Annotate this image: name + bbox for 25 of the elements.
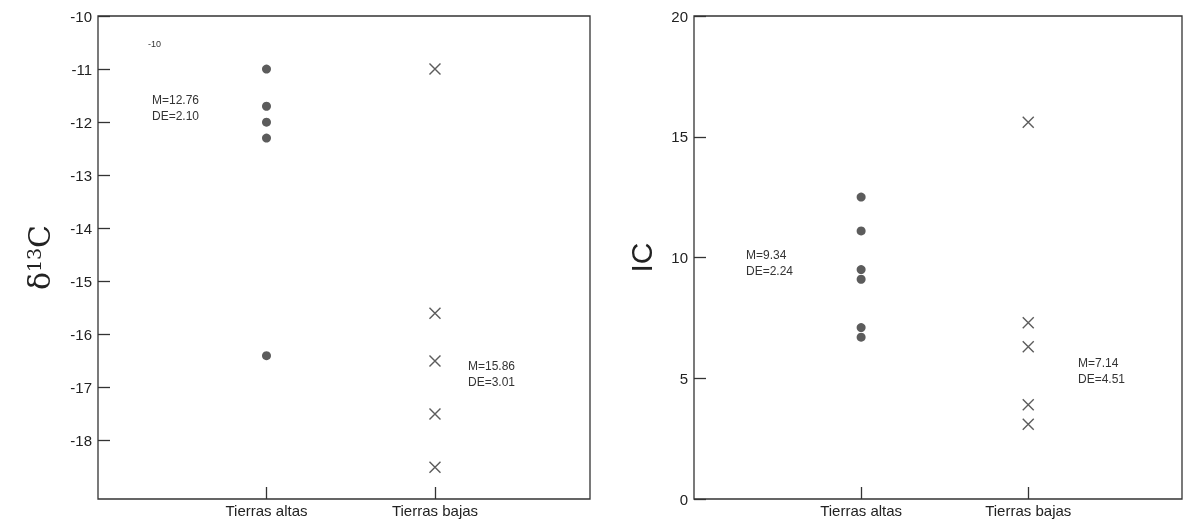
annotation: M=9.34 DE=2.24 bbox=[746, 248, 794, 279]
y-tick-label: 0 bbox=[679, 490, 688, 508]
x-tick-label: Tierras bajas bbox=[985, 502, 1072, 519]
y-tick-label: -13 bbox=[70, 166, 92, 184]
y-tick-label: 10 bbox=[671, 249, 688, 266]
x-tick-label: Tierras bajas bbox=[391, 502, 479, 519]
x-tick-label: Tierras altas bbox=[820, 502, 903, 519]
y-tick-label: -14 bbox=[70, 219, 92, 237]
y-tick-label: 15 bbox=[671, 128, 688, 146]
y-tick-label: -11 bbox=[71, 60, 92, 78]
y-axis-title: δ13C bbox=[21, 224, 57, 291]
y-tick-label: -18 bbox=[70, 432, 92, 450]
y-tick-label: -17 bbox=[70, 379, 92, 397]
y-tick-label: 20 bbox=[671, 7, 688, 25]
y-tick-label: 5 bbox=[679, 369, 688, 387]
y-axis-title: IC bbox=[624, 242, 658, 273]
annotation: M=12.76 DE=2.10 bbox=[152, 93, 200, 124]
x-tick-label: Tierras altas bbox=[225, 502, 308, 519]
y-tick-label: -15 bbox=[70, 272, 92, 290]
annotation: -10 bbox=[148, 39, 162, 50]
y-tick-label: -12 bbox=[70, 113, 92, 131]
annotation: M=7.14 DE=4.51 bbox=[1078, 356, 1126, 387]
y-tick-label: -16 bbox=[70, 325, 92, 343]
y-tick-label: -10 bbox=[70, 7, 92, 25]
annotation: M=15.86 DE=3.01 bbox=[468, 359, 516, 390]
